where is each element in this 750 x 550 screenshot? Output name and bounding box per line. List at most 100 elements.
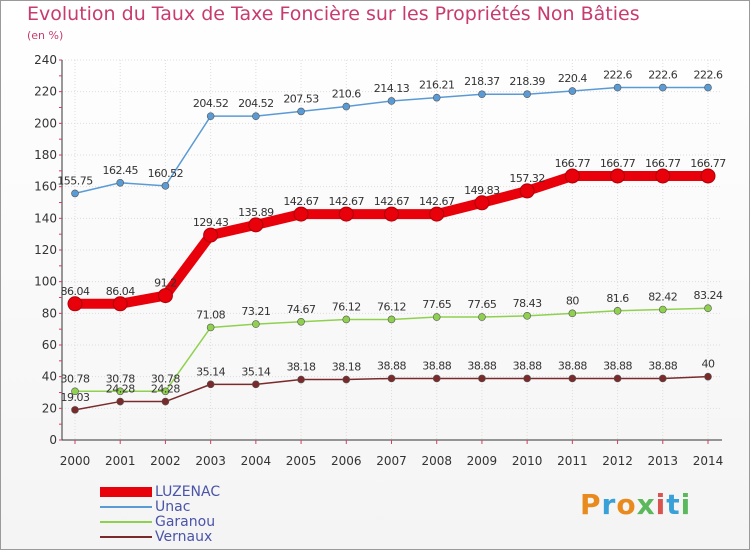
logo-letter: x bbox=[636, 488, 656, 521]
data-label-vernaux: 40 bbox=[702, 358, 715, 371]
data-point-vernaux bbox=[658, 374, 667, 383]
data-point-unac bbox=[704, 83, 712, 92]
data-label-garanou: 82.42 bbox=[648, 291, 677, 304]
legend-label-luzenac: LUZENAC bbox=[155, 484, 221, 500]
data-point-vernaux bbox=[613, 374, 622, 383]
data-point-unac bbox=[432, 93, 441, 102]
data-label-vernaux: 19.03 bbox=[61, 391, 90, 404]
data-label-unac: 214.13 bbox=[374, 82, 410, 95]
data-point-unac bbox=[387, 97, 396, 105]
data-point-garanou bbox=[704, 304, 712, 313]
y-tick-label: 120 bbox=[34, 243, 57, 257]
data-point-luzenac bbox=[157, 288, 173, 304]
data-point-luzenac bbox=[429, 206, 445, 222]
legend-label-garanou: Garanou bbox=[155, 514, 216, 530]
data-label-luzenac: 149.83 bbox=[464, 184, 500, 197]
data-point-vernaux bbox=[116, 397, 125, 406]
y-tick-label: 60 bbox=[42, 338, 57, 352]
legend-swatch-vernaux bbox=[100, 536, 152, 538]
y-tick-label: 180 bbox=[34, 148, 57, 162]
data-label-luzenac: 86.04 bbox=[106, 285, 135, 298]
data-point-unac bbox=[342, 102, 351, 111]
x-tick-label: 2002 bbox=[150, 454, 181, 468]
data-label-garanou: 71.08 bbox=[196, 308, 225, 321]
data-point-unac bbox=[568, 87, 577, 95]
data-point-garanou bbox=[116, 387, 125, 396]
data-label-garanou: 30.78 bbox=[151, 372, 180, 385]
data-point-unac bbox=[297, 107, 305, 116]
logo-letter: r bbox=[601, 488, 617, 521]
y-tick-label: 240 bbox=[34, 53, 57, 67]
data-point-unac bbox=[478, 90, 486, 99]
data-point-luzenac bbox=[293, 206, 309, 222]
y-tick-label: 220 bbox=[34, 85, 57, 99]
data-label-unac: 218.37 bbox=[464, 75, 500, 88]
logo-letter: t bbox=[666, 488, 681, 521]
data-label-garanou: 76.12 bbox=[377, 300, 406, 313]
x-tick-label: 2008 bbox=[421, 454, 452, 468]
data-point-luzenac bbox=[655, 168, 671, 184]
data-label-vernaux: 38.18 bbox=[332, 361, 361, 374]
data-label-vernaux: 38.18 bbox=[287, 361, 316, 374]
data-point-luzenac bbox=[338, 206, 354, 222]
data-point-vernaux bbox=[71, 406, 79, 414]
y-tick-label: 160 bbox=[34, 180, 57, 194]
x-tick-label: 2001 bbox=[105, 454, 136, 468]
data-point-unac bbox=[523, 90, 531, 99]
x-tick-label: 2007 bbox=[376, 454, 407, 468]
data-label-garanou: 77.65 bbox=[467, 298, 496, 311]
data-label-luzenac: 91.2 bbox=[154, 277, 177, 290]
data-label-unac: 222.6 bbox=[694, 69, 723, 82]
data-label-unac: 204.52 bbox=[193, 97, 229, 110]
data-label-luzenac: 142.67 bbox=[283, 195, 319, 208]
x-tick-label: 2009 bbox=[467, 454, 498, 468]
data-point-vernaux bbox=[568, 374, 577, 383]
data-label-vernaux: 24.28 bbox=[106, 383, 135, 396]
data-point-garanou bbox=[161, 387, 170, 396]
data-point-vernaux bbox=[478, 374, 486, 383]
data-point-vernaux bbox=[252, 380, 260, 389]
x-tick-label: 2014 bbox=[693, 454, 724, 468]
data-label-garanou: 80 bbox=[566, 294, 579, 307]
data-point-garanou bbox=[523, 312, 531, 320]
data-point-luzenac bbox=[700, 168, 716, 184]
data-point-luzenac bbox=[112, 296, 128, 312]
data-point-vernaux bbox=[523, 374, 531, 383]
logo-letter: i bbox=[680, 488, 692, 521]
data-point-luzenac bbox=[203, 227, 219, 243]
x-tick-label: 2012 bbox=[602, 454, 633, 468]
chart-title: Evolution du Taux de Taxe Foncière sur l… bbox=[27, 3, 640, 25]
data-label-unac: 222.6 bbox=[648, 69, 677, 82]
data-label-garanou: 73.21 bbox=[241, 305, 270, 318]
data-label-vernaux: 38.88 bbox=[603, 359, 632, 372]
y-tick-label: 40 bbox=[42, 370, 57, 384]
data-label-garanou: 76.12 bbox=[332, 300, 361, 313]
x-tick-label: 2004 bbox=[241, 454, 272, 468]
legend-label-unac: Unac bbox=[155, 499, 191, 515]
data-label-garanou: 77.65 bbox=[422, 298, 451, 311]
data-label-vernaux: 38.88 bbox=[558, 359, 587, 372]
data-label-vernaux: 35.14 bbox=[241, 365, 270, 378]
x-tick-label: 2006 bbox=[331, 454, 362, 468]
data-point-vernaux bbox=[704, 372, 712, 381]
data-point-vernaux bbox=[387, 374, 396, 383]
data-point-garanou bbox=[478, 313, 486, 321]
data-label-garanou: 30.78 bbox=[106, 372, 135, 385]
data-label-vernaux: 38.88 bbox=[377, 359, 406, 372]
x-tick-label: 2005 bbox=[286, 454, 317, 468]
logo-letter: P bbox=[580, 488, 602, 521]
data-label-garanou: 83.24 bbox=[694, 289, 723, 302]
y-tick-label: 20 bbox=[42, 401, 57, 415]
data-point-unac bbox=[613, 83, 622, 92]
data-point-garanou bbox=[71, 387, 79, 396]
data-label-unac: 216.21 bbox=[419, 79, 455, 92]
data-label-vernaux: 38.88 bbox=[422, 359, 451, 372]
data-label-luzenac: 157.32 bbox=[509, 172, 545, 185]
x-tick-label: 2011 bbox=[557, 454, 588, 468]
data-point-vernaux bbox=[342, 375, 351, 384]
x-tick-label: 2000 bbox=[60, 454, 91, 468]
data-point-luzenac bbox=[610, 168, 626, 184]
data-label-unac: 160.52 bbox=[148, 167, 184, 180]
data-point-unac bbox=[206, 112, 215, 120]
